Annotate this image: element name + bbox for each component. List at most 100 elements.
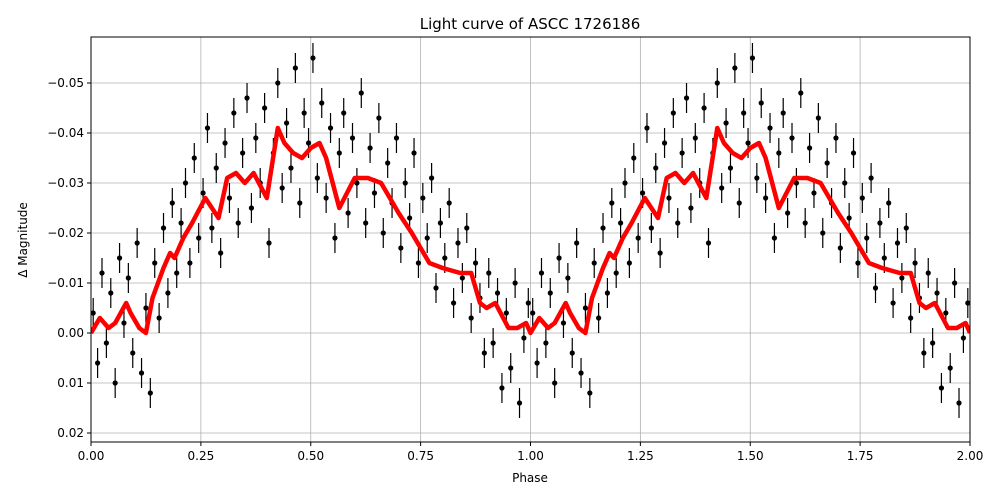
point-marker — [881, 255, 887, 261]
data-point — [226, 183, 233, 213]
point-marker — [872, 285, 879, 291]
point-marker — [899, 275, 905, 281]
point-marker — [521, 335, 527, 341]
data-point — [433, 273, 439, 303]
data-point — [446, 188, 452, 218]
point-marker — [596, 315, 602, 321]
point-marker — [266, 240, 272, 246]
point-marker — [516, 400, 523, 406]
point-marker — [160, 225, 167, 231]
data-point — [754, 163, 760, 193]
data-point — [125, 263, 131, 293]
point-marker — [490, 340, 496, 346]
point-marker — [152, 260, 158, 266]
data-point — [824, 148, 830, 178]
data-point — [661, 128, 668, 158]
data-point — [363, 208, 369, 238]
data-point — [240, 138, 246, 168]
data-point — [894, 228, 901, 258]
point-marker — [244, 95, 250, 101]
y-axis-label: Δ Magnitude — [16, 202, 30, 278]
data-point — [547, 278, 553, 308]
data-point — [314, 163, 320, 193]
data-point — [143, 293, 149, 323]
point-marker — [486, 270, 492, 276]
point-marker — [811, 190, 817, 196]
data-point — [327, 113, 334, 143]
point-marker — [793, 180, 799, 186]
x-tick-label: 0.00 — [78, 449, 105, 463]
data-point — [741, 98, 747, 128]
point-marker — [701, 105, 707, 111]
data-point — [600, 213, 606, 243]
data-point — [235, 208, 241, 238]
point-marker — [806, 145, 813, 151]
data-point — [332, 223, 338, 253]
data-point — [490, 328, 496, 358]
point-marker — [231, 110, 237, 116]
point-marker — [376, 115, 382, 121]
point-marker — [653, 165, 659, 171]
point-marker — [626, 260, 632, 266]
data-point — [758, 88, 764, 118]
data-point — [385, 148, 391, 178]
point-marker — [552, 380, 558, 386]
data-point — [653, 153, 659, 183]
point-marker — [763, 195, 769, 201]
data-point — [380, 218, 386, 248]
point-marker — [903, 225, 909, 231]
data-point — [147, 378, 153, 408]
data-point — [481, 338, 487, 368]
y-tick-label: −0.02 — [47, 226, 84, 240]
point-marker — [574, 240, 580, 246]
data-point — [899, 263, 905, 293]
point-marker — [820, 230, 826, 236]
point-marker — [94, 360, 101, 366]
data-point — [455, 228, 461, 258]
data-point — [565, 263, 571, 293]
point-marker — [91, 310, 96, 316]
data-point — [182, 168, 189, 198]
data-point — [275, 68, 281, 98]
data-point — [349, 123, 356, 153]
point-marker — [617, 220, 624, 226]
data-point — [732, 53, 738, 83]
point-marker — [112, 380, 118, 386]
point-marker — [191, 155, 197, 161]
data-point — [596, 303, 602, 333]
point-marker — [121, 320, 127, 326]
data-point — [820, 218, 826, 248]
point-marker — [934, 290, 940, 296]
point-marker — [609, 200, 615, 206]
y-tick-label: 0.00 — [57, 326, 84, 340]
point-marker — [798, 90, 804, 96]
data-point — [908, 303, 914, 333]
point-marker — [736, 200, 742, 206]
point-marker — [705, 240, 712, 246]
data-point — [486, 258, 492, 288]
point-marker — [402, 180, 408, 186]
data-point — [763, 183, 769, 213]
point-marker — [543, 340, 549, 346]
data-point — [279, 173, 285, 203]
point-marker — [824, 160, 830, 166]
data-point — [336, 138, 342, 168]
data-point — [683, 83, 690, 113]
point-marker — [481, 350, 487, 356]
point-marker — [635, 235, 641, 241]
x-tick-label: 0.75 — [407, 449, 434, 463]
y-tick-label: −0.05 — [47, 76, 84, 90]
point-marker — [560, 320, 567, 326]
data-point — [736, 188, 742, 218]
data-point — [288, 153, 294, 183]
data-point — [464, 213, 470, 243]
point-marker — [723, 120, 729, 126]
point-marker — [174, 270, 180, 276]
point-marker — [218, 250, 224, 256]
data-point — [138, 358, 145, 388]
point-marker — [349, 135, 356, 141]
point-marker — [459, 275, 465, 281]
point-marker — [578, 370, 584, 376]
point-marker — [323, 195, 329, 201]
